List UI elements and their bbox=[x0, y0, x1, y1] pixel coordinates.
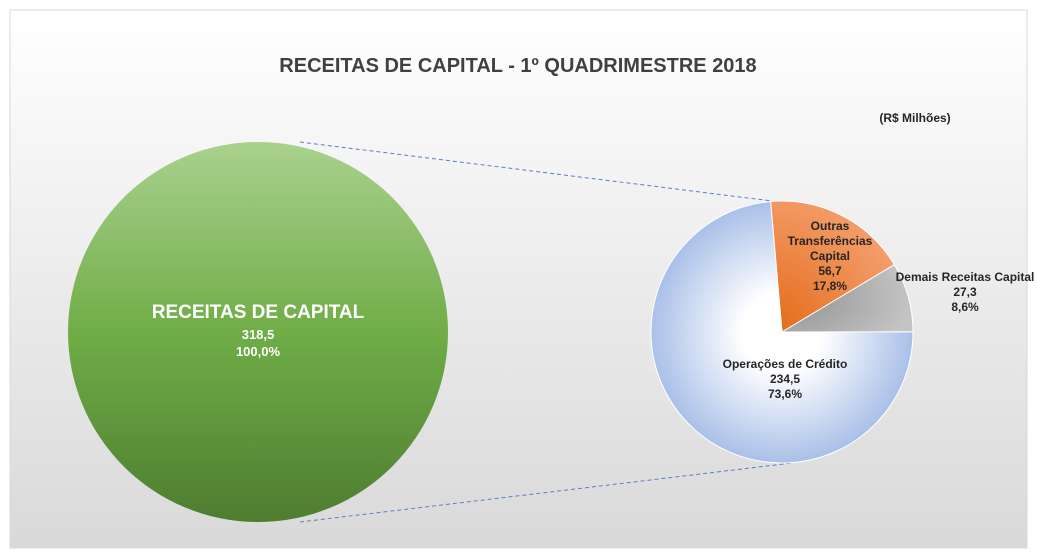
data-label: Demais Receitas Capital 27,3 8,6% bbox=[895, 270, 1035, 315]
slice-name: Outras Transferências Capital bbox=[787, 219, 873, 263]
total-percent: 100,0% bbox=[235, 344, 281, 359]
slice-value: 234,5 bbox=[769, 372, 801, 386]
slice-value: 56,7 bbox=[818, 264, 842, 278]
slice-name: Demais Receitas Capital bbox=[895, 270, 1035, 284]
chart-subtitle: (R$ Milhões) bbox=[879, 111, 950, 125]
data-label: RECEITAS DE CAPITAL 318,5 100,0% bbox=[108, 300, 408, 360]
data-label: Operações de Crédito 234,5 73,6% bbox=[690, 357, 880, 402]
slice-value: 27,3 bbox=[953, 285, 977, 299]
slice-percent: 8,6% bbox=[951, 300, 979, 314]
slice-name: Operações de Crédito bbox=[722, 357, 848, 371]
pie-slice bbox=[650, 200, 914, 464]
data-label: Outras Transferências Capital 56,7 17,8% bbox=[780, 219, 880, 294]
slice-percent: 73,6% bbox=[767, 387, 803, 401]
pie-slice bbox=[770, 200, 896, 333]
total-value: 318,5 bbox=[241, 327, 275, 342]
slice-percent: 17,8% bbox=[812, 279, 848, 293]
total-name: RECEITAS DE CAPITAL bbox=[151, 302, 365, 323]
total-circle bbox=[68, 142, 448, 522]
connector bbox=[299, 141, 773, 202]
connector bbox=[299, 462, 793, 523]
chart-title: RECEITAS DE CAPITAL - 1º QUADRIMESTRE 20… bbox=[279, 55, 756, 77]
